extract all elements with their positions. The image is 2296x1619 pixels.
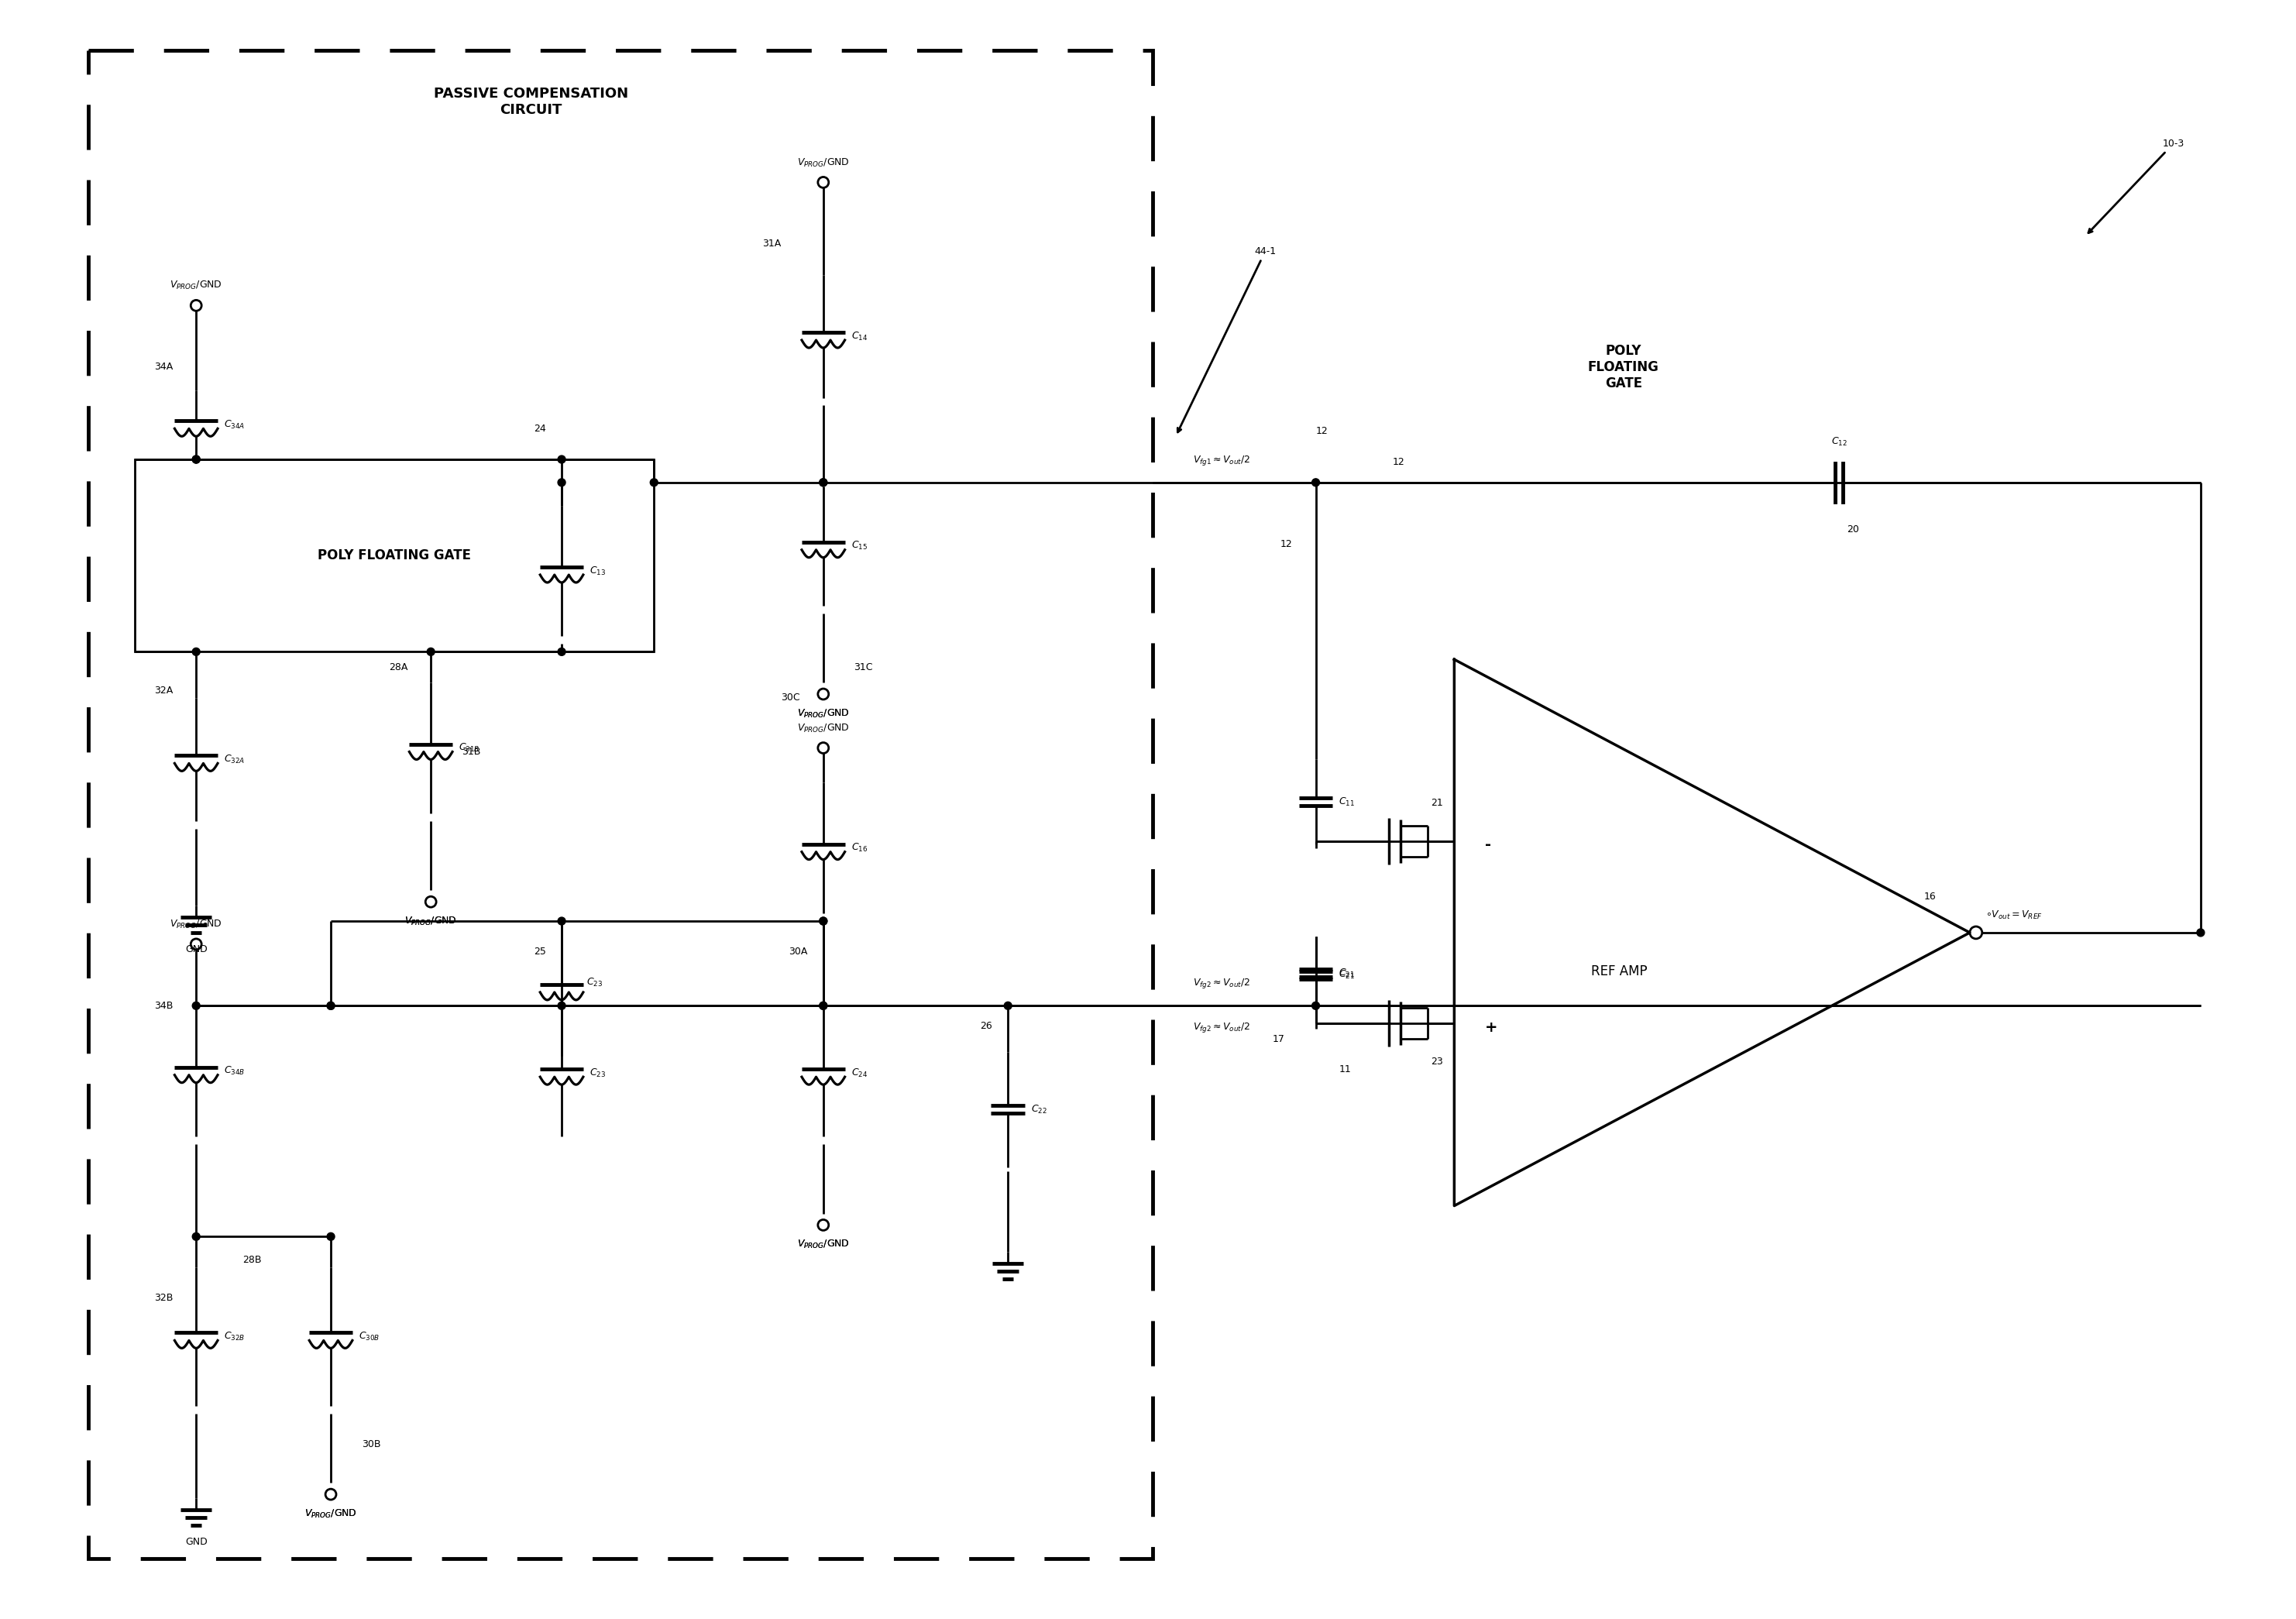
Text: 31B: 31B <box>461 746 480 756</box>
Bar <box>90 50 1153 1557</box>
Circle shape <box>193 648 200 656</box>
Text: 26: 26 <box>980 1022 992 1031</box>
Circle shape <box>558 479 565 486</box>
Text: $V_{PROG}$/GND: $V_{PROG}$/GND <box>797 1239 850 1250</box>
Text: 28A: 28A <box>388 662 409 672</box>
Circle shape <box>820 918 827 924</box>
Text: 16: 16 <box>1924 892 1936 902</box>
Text: 30B: 30B <box>360 1439 381 1449</box>
Text: $C_{21}$: $C_{21}$ <box>1339 970 1355 981</box>
Text: $V_{PROG}$/GND: $V_{PROG}$/GND <box>170 280 223 291</box>
Circle shape <box>1311 479 1320 486</box>
Text: 20: 20 <box>1846 525 1860 534</box>
Text: $V_{PROG}$/GND: $V_{PROG}$/GND <box>404 916 457 928</box>
Text: $C_{12}$: $C_{12}$ <box>1830 436 1846 448</box>
Text: 31C: 31C <box>854 662 872 672</box>
Text: 25: 25 <box>535 947 546 957</box>
Text: 12: 12 <box>1316 426 1327 436</box>
Text: 17: 17 <box>1272 1035 1286 1044</box>
Circle shape <box>558 1002 565 1010</box>
Text: $C_{30B}$: $C_{30B}$ <box>358 1331 379 1342</box>
Text: POLY
FLOATING
GATE: POLY FLOATING GATE <box>1589 343 1660 390</box>
Text: +: + <box>1486 1020 1497 1035</box>
Text: $C_{16}$: $C_{16}$ <box>852 842 868 853</box>
Text: $V_{PROG}$/GND: $V_{PROG}$/GND <box>305 1509 358 1520</box>
Text: 23: 23 <box>1430 1057 1444 1067</box>
Circle shape <box>326 1002 335 1010</box>
Text: $C_{23}$: $C_{23}$ <box>590 1067 606 1078</box>
Text: 12: 12 <box>1394 457 1405 466</box>
Text: $C_{34A}$: $C_{34A}$ <box>223 419 246 431</box>
Text: GND: GND <box>186 944 207 954</box>
Bar <box>135 460 654 652</box>
Text: $C_{22}$: $C_{22}$ <box>1031 1104 1047 1115</box>
Text: $V_{PROG}$/GND: $V_{PROG}$/GND <box>170 918 223 931</box>
Text: $C_{32B}$: $C_{32B}$ <box>223 1331 246 1342</box>
Circle shape <box>193 455 200 463</box>
Text: $V_{fg2}$$\approx$$V_{out}$/2: $V_{fg2}$$\approx$$V_{out}$/2 <box>1192 978 1249 991</box>
Text: $V_{PROG}$/GND: $V_{PROG}$/GND <box>797 157 850 168</box>
Text: $C_{31B}$: $C_{31B}$ <box>459 742 480 754</box>
Text: 30C: 30C <box>781 693 801 703</box>
Text: 28B: 28B <box>243 1255 262 1264</box>
Circle shape <box>650 479 659 486</box>
Circle shape <box>1003 1002 1013 1010</box>
Text: PASSIVE COMPENSATION
CIRCUIT: PASSIVE COMPENSATION CIRCUIT <box>434 86 629 117</box>
Text: $V_{fg2}$$\approx$$V_{out}$/2: $V_{fg2}$$\approx$$V_{out}$/2 <box>1192 1022 1249 1035</box>
Text: $\circ V_{out}$$=$$V_{REF}$: $\circ V_{out}$$=$$V_{REF}$ <box>1986 910 2041 921</box>
Circle shape <box>193 1232 200 1240</box>
Text: $V_{PROG}$/GND: $V_{PROG}$/GND <box>797 1239 850 1250</box>
Circle shape <box>326 1002 335 1010</box>
Text: $C_{14}$: $C_{14}$ <box>852 330 868 342</box>
Text: 10-3: 10-3 <box>2089 139 2183 233</box>
Text: POLY FLOATING GATE: POLY FLOATING GATE <box>317 549 471 562</box>
Text: -: - <box>1486 837 1490 852</box>
Text: $V_{PROG}$/GND: $V_{PROG}$/GND <box>404 916 457 928</box>
Text: 34A: 34A <box>154 363 172 372</box>
Text: $V_{PROG}$/GND: $V_{PROG}$/GND <box>797 722 850 733</box>
Circle shape <box>558 648 565 656</box>
Circle shape <box>427 648 434 656</box>
Text: $C_{15}$: $C_{15}$ <box>852 541 868 552</box>
Circle shape <box>326 1232 335 1240</box>
Text: $V_{PROG}$/GND: $V_{PROG}$/GND <box>797 708 850 719</box>
Text: $C_{24}$: $C_{24}$ <box>852 1067 868 1078</box>
Text: 32A: 32A <box>154 685 172 695</box>
Circle shape <box>1311 1002 1320 1010</box>
Text: 30A: 30A <box>790 947 808 957</box>
Circle shape <box>820 1002 827 1010</box>
Text: 31A: 31A <box>762 240 781 249</box>
Text: 44-1: 44-1 <box>1178 246 1277 432</box>
Circle shape <box>820 479 827 486</box>
Circle shape <box>193 1002 200 1010</box>
Text: GND: GND <box>186 1536 207 1546</box>
Text: $C_{13}$: $C_{13}$ <box>590 565 606 576</box>
Text: REF AMP: REF AMP <box>1591 965 1646 978</box>
Text: 32B: 32B <box>154 1294 172 1303</box>
Text: 24: 24 <box>535 424 546 434</box>
Text: $C_{32A}$: $C_{32A}$ <box>223 753 246 766</box>
Circle shape <box>2197 929 2204 936</box>
Text: $C_{34B}$: $C_{34B}$ <box>223 1065 246 1077</box>
Circle shape <box>820 479 827 486</box>
Text: $C_{11}$: $C_{11}$ <box>1339 797 1355 808</box>
Text: $V_{PROG}$/GND: $V_{PROG}$/GND <box>797 708 850 719</box>
Circle shape <box>558 455 565 463</box>
Text: 21: 21 <box>1430 798 1444 808</box>
Text: $C_{23}$: $C_{23}$ <box>585 976 602 989</box>
Text: 12: 12 <box>1281 539 1293 549</box>
Circle shape <box>558 918 565 924</box>
Circle shape <box>820 1002 827 1010</box>
Text: $C_{21}$: $C_{21}$ <box>1339 967 1355 979</box>
Text: 11: 11 <box>1339 1065 1350 1075</box>
Text: $V_{PROG}$/GND: $V_{PROG}$/GND <box>305 1509 358 1520</box>
Circle shape <box>193 455 200 463</box>
Text: $V_{fg1}$$\approx$$V_{out}$/2: $V_{fg1}$$\approx$$V_{out}$/2 <box>1192 453 1249 466</box>
Text: 34B: 34B <box>154 1001 172 1010</box>
Circle shape <box>820 918 827 924</box>
